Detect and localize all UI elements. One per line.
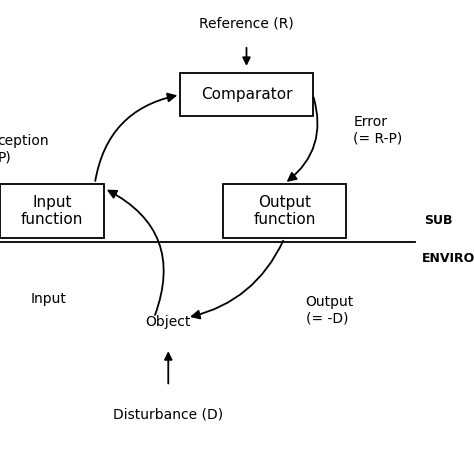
Text: Input
function: Input function: [21, 195, 83, 227]
FancyBboxPatch shape: [0, 183, 104, 238]
Text: SUB: SUB: [424, 214, 453, 227]
Text: Comparator: Comparator: [201, 87, 292, 102]
Text: Reference (R): Reference (R): [199, 17, 294, 31]
Text: Output
function: Output function: [253, 195, 316, 227]
Text: Error
(= R-P): Error (= R-P): [353, 115, 402, 146]
Text: Input: Input: [31, 292, 67, 306]
Text: Disturbance (D): Disturbance (D): [113, 408, 223, 422]
FancyBboxPatch shape: [223, 183, 346, 238]
FancyBboxPatch shape: [180, 73, 313, 116]
Text: Output
(= -D): Output (= -D): [306, 295, 354, 326]
Text: ception
P): ception P): [0, 134, 49, 164]
Text: Object: Object: [146, 315, 191, 329]
Text: ENVIRO: ENVIRO: [422, 252, 474, 265]
